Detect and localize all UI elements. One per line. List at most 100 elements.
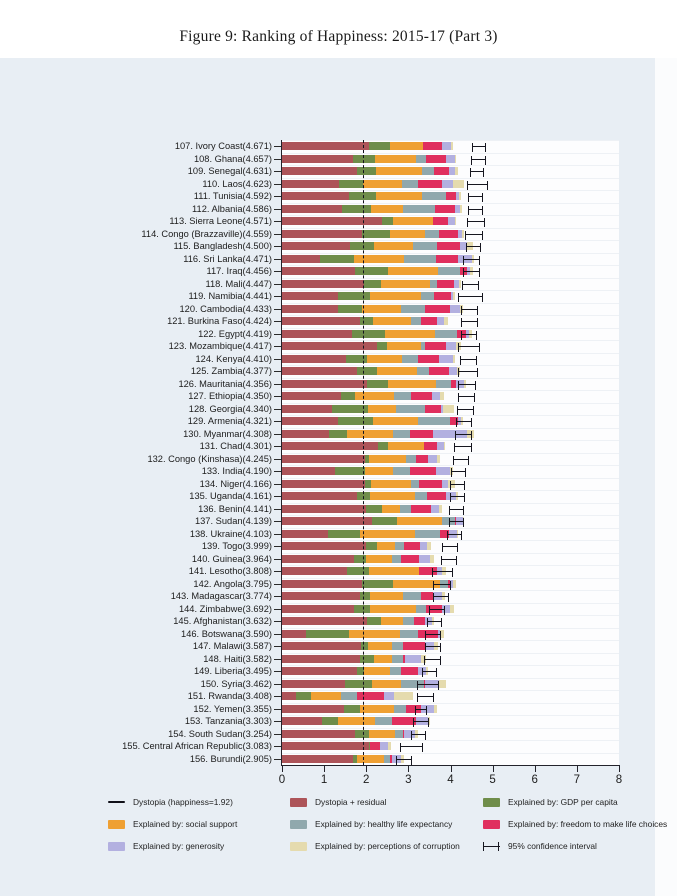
- bar-segment-dystopia_residual: [282, 754, 354, 763]
- bar-segment-dystopia_residual: [282, 492, 357, 501]
- y-axis-label: 148. Haiti(3.582): [203, 653, 272, 664]
- bar-segment-dystopia_residual: [282, 254, 321, 263]
- y-axis-label: 121. Burkina Faso(4.424): [167, 316, 272, 327]
- bar-segment-freedom: [410, 429, 434, 438]
- stacked-bar: [282, 617, 435, 626]
- bar-row: [282, 442, 619, 451]
- bar-segment-generosity: [447, 217, 455, 226]
- bar-segment-health: [400, 679, 424, 688]
- bar-segment-generosity: [454, 204, 461, 213]
- bar-segment-freedom: [437, 279, 455, 288]
- bar-segment-generosity: [441, 479, 448, 488]
- bar-row: [282, 242, 619, 251]
- legend-label: Explained by: healthy life expectancy: [315, 819, 453, 829]
- bar-row: [282, 267, 619, 276]
- ci-cap-right: [468, 455, 470, 465]
- ci-cap-right: [477, 305, 479, 315]
- gridline: [282, 377, 619, 379]
- gridline: [282, 340, 619, 341]
- y-axis-tick: [274, 608, 281, 610]
- ci-cap-left: [421, 668, 423, 678]
- y-axis-label: 107. Ivory Coast(4.671): [174, 141, 272, 152]
- legend-item: 95% confidence interval: [483, 841, 597, 851]
- confidence-interval: [456, 405, 474, 415]
- bar-segment-social_support: [380, 279, 431, 288]
- bar-segment-generosity: [419, 554, 430, 563]
- bar-segment-corruption: [454, 154, 457, 163]
- gridline: [282, 665, 619, 666]
- bar-row: [282, 192, 619, 201]
- bar-segment-health: [383, 754, 390, 763]
- bar-segment-dystopia_residual: [282, 642, 362, 651]
- bar-segment-health: [391, 642, 404, 651]
- x-axis-tick-label: 8: [615, 774, 623, 786]
- bar-segment-dystopia_residual: [282, 517, 372, 526]
- bar-segment-health: [391, 654, 404, 663]
- y-axis-tick: [274, 421, 281, 423]
- bar-segment-gdp: [322, 717, 338, 726]
- bar-segment-health: [435, 379, 451, 388]
- bar-segment-social_support: [359, 529, 415, 538]
- bar-row: [282, 354, 619, 363]
- ci-cap-right: [486, 180, 488, 190]
- bar-segment-dystopia_residual: [282, 317, 361, 326]
- bar-segment-gdp: [357, 667, 365, 676]
- gridline: [282, 715, 619, 716]
- ci-cap-right: [451, 568, 453, 578]
- stacked-bar: [282, 354, 455, 363]
- ci-cap-left: [452, 455, 454, 465]
- bar-segment-dystopia_residual: [282, 667, 358, 676]
- gridline: [282, 602, 619, 604]
- bar-segment-gdp: [353, 554, 367, 563]
- bar-row: [282, 429, 619, 438]
- bar-segment-social_support: [365, 467, 393, 476]
- bar-segment-gdp: [382, 217, 394, 226]
- bar-row: [282, 142, 619, 151]
- bar-segment-corruption: [454, 167, 459, 176]
- bar-segment-health: [414, 529, 441, 538]
- stacked-bar: [282, 654, 426, 663]
- bar-segment-generosity: [436, 317, 444, 326]
- confidence-interval: [467, 180, 488, 190]
- stacked-bar: [282, 179, 465, 188]
- bar-segment-freedom: [403, 642, 425, 651]
- bar-segment-dystopia_residual: [282, 429, 330, 438]
- confidence-interval: [425, 643, 442, 653]
- stacked-bar: [282, 329, 472, 338]
- y-axis-tick: [274, 271, 281, 273]
- bar-segment-social_support: [368, 642, 392, 651]
- bar-segment-social_support: [366, 354, 403, 363]
- y-axis-label: 143. Madagascar(3.774): [170, 591, 272, 602]
- y-axis-tick: [274, 546, 281, 548]
- bar-segment-dystopia_residual: [282, 217, 383, 226]
- y-axis-label: 135. Uganda(4.161): [189, 491, 272, 502]
- gridline: [282, 677, 619, 679]
- y-axis-label: 131. Chad(4.301): [199, 441, 272, 452]
- gridline: [282, 227, 619, 229]
- bar-row: [282, 317, 619, 326]
- gridline: [282, 652, 619, 654]
- x-axis-tick-label: 3: [405, 774, 412, 786]
- stacked-bar: [282, 254, 475, 263]
- y-axis-tick: [274, 458, 281, 460]
- bar-segment-dystopia_residual: [282, 679, 345, 688]
- bar-segment-health: [403, 617, 415, 626]
- ci-cap-left: [424, 655, 426, 665]
- bar-row: [282, 629, 619, 638]
- bar-segment-dystopia_residual: [282, 604, 355, 613]
- confidence-interval: [448, 518, 464, 528]
- ci-cap-right: [425, 730, 427, 740]
- bar-segment-generosity: [442, 604, 451, 613]
- ci-cap-left: [427, 618, 429, 628]
- ci-cap-left: [458, 293, 460, 303]
- ci-cap-left: [432, 593, 434, 603]
- ci-cap-right: [484, 143, 486, 153]
- bar-segment-health: [417, 367, 430, 376]
- bar-segment-corruption: [459, 304, 463, 313]
- bar-segment-health: [393, 429, 411, 438]
- bar-segment-corruption: [443, 317, 449, 326]
- bar-segment-corruption: [429, 554, 435, 563]
- happiness-ranking-chart: 107. Ivory Coast(4.671) 108. Ghana(4.657)…: [0, 125, 667, 885]
- legend-label: Explained by: perceptions of corruption: [315, 841, 460, 851]
- y-axis-label: 127. Ethiopia(4.350): [188, 391, 272, 402]
